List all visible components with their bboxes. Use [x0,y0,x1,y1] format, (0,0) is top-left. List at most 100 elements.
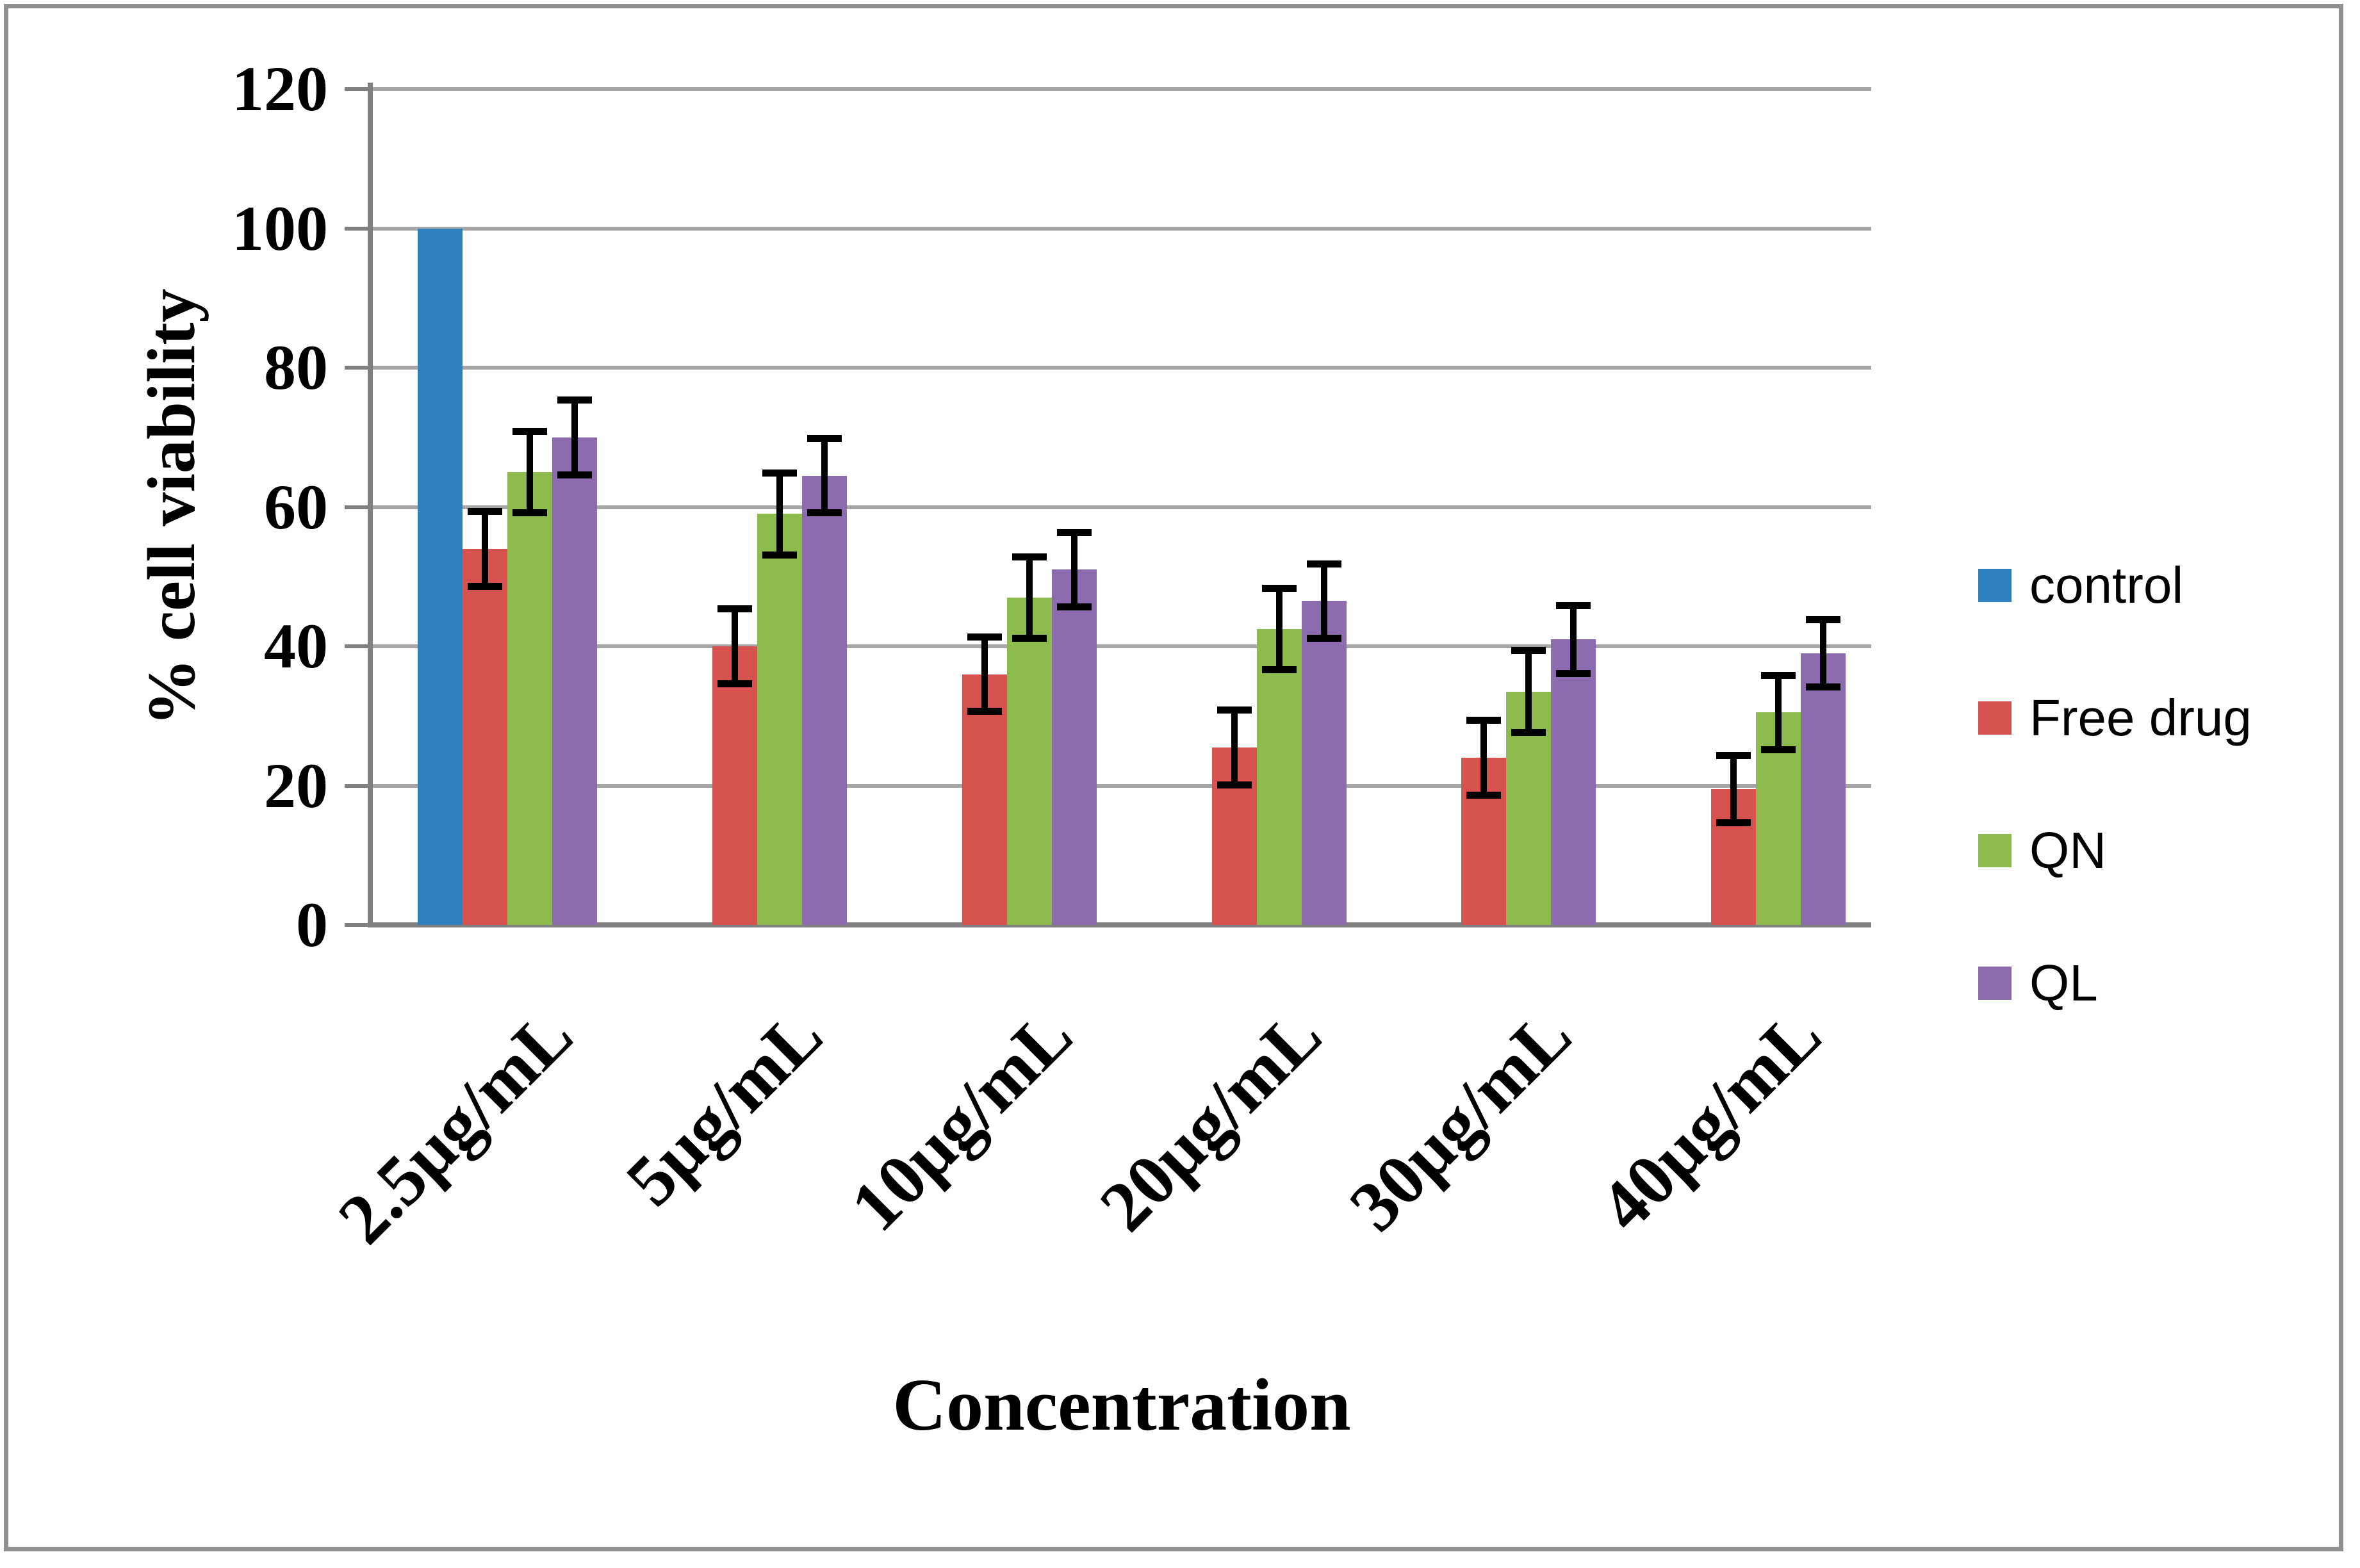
bar-ql-0 [552,437,597,925]
bar-ql-2 [1051,569,1097,925]
bar-ql-3 [1301,601,1347,925]
y-axis-tick-120 [345,87,373,91]
gridline-y-80 [373,366,1871,370]
gridline-y-40 [373,644,1871,648]
error-cap-top-free-drug-0 [468,507,502,515]
gridline-y-60 [373,505,1871,509]
gridline-y-100 [373,226,1871,231]
bar-qn-2 [1006,597,1052,925]
gridline-y-20 [373,783,1871,788]
error-whisker-free-drug-2 [981,635,988,713]
y-axis-tick-100 [345,226,373,231]
y-tick-label-0: 0 [296,889,328,960]
error-cap-top-qn-2 [1012,553,1047,560]
bar-qn-3 [1256,628,1302,925]
error-whisker-free-drug-1 [731,608,738,685]
error-cap-top-ql-4 [1556,601,1591,609]
y-tick-label-100: 100 [232,192,328,264]
legend-label-1: Free drug [2029,689,2252,746]
y-axis-tick-40 [345,644,373,648]
error-cap-bottom-free-drug-1 [717,680,752,687]
error-cap-top-free-drug-4 [1466,717,1502,724]
x-axis-title: Concentration [892,1364,1351,1446]
bar-free-drug-1 [712,646,757,925]
y-tick-label-20: 20 [264,749,328,821]
error-cap-bottom-free-drug-0 [468,582,502,590]
error-cap-bottom-qn-3 [1261,666,1297,674]
bar-ql-5 [1801,653,1846,925]
error-whisker-qn-1 [776,472,783,556]
error-cap-bottom-ql-1 [807,509,842,517]
y-axis-tick-60 [345,505,373,509]
error-cap-bottom-ql-0 [557,471,592,478]
gridline-y-120 [373,87,1871,91]
legend-label-0: control [2029,557,2184,614]
bar-ql-4 [1551,639,1596,925]
error-whisker-ql-0 [571,398,578,476]
bar-free-drug-2 [962,674,1007,925]
error-whisker-free-drug-3 [1231,708,1238,786]
error-cap-top-free-drug-3 [1217,706,1252,714]
y-axis-tick-80 [345,366,373,370]
error-whisker-qn-0 [527,430,533,514]
legend-swatch-1 [1978,701,2012,735]
error-whisker-ql-1 [821,437,828,514]
error-cap-top-free-drug-5 [1716,751,1751,759]
error-cap-bottom-qn-1 [762,551,797,559]
error-whisker-free-drug-5 [1730,754,1737,824]
y-tick-label-120: 120 [232,53,328,124]
error-cap-top-qn-3 [1261,584,1297,592]
error-whisker-qn-2 [1026,555,1033,640]
bar-control-0 [418,228,463,925]
error-cap-top-ql-0 [557,396,592,404]
error-whisker-free-drug-0 [482,510,488,587]
bar-free-drug-0 [463,548,507,925]
legend-swatch-3 [1978,967,2012,1000]
error-whisker-qn-5 [1775,674,1782,751]
error-cap-bottom-ql-2 [1056,603,1092,611]
error-whisker-ql-2 [1070,531,1078,608]
error-cap-top-ql-1 [807,434,842,442]
y-axis-line [368,83,373,927]
error-whisker-ql-5 [1820,618,1827,689]
y-tick-label-80: 80 [264,332,328,403]
error-whisker-ql-4 [1570,604,1577,674]
error-whisker-qn-4 [1525,649,1532,733]
error-cap-bottom-qn-4 [1511,728,1546,736]
error-cap-bottom-free-drug-5 [1716,819,1751,827]
error-cap-bottom-ql-3 [1306,635,1341,642]
error-cap-bottom-qn-5 [1761,746,1796,754]
legend-label-3: QL [2029,954,2098,1011]
error-cap-bottom-qn-0 [512,509,547,517]
error-whisker-qn-3 [1275,587,1282,671]
legend-swatch-0 [1978,569,2012,602]
error-whisker-ql-3 [1320,562,1327,640]
legend-label-2: QN [2029,822,2106,879]
error-cap-top-ql-3 [1306,560,1341,568]
error-cap-bottom-free-drug-3 [1217,781,1252,788]
error-cap-bottom-ql-4 [1556,669,1591,677]
legend-swatch-2 [1978,834,2012,867]
bar-qn-1 [757,514,802,925]
bar-qn-0 [507,472,552,925]
bar-ql-1 [801,475,847,925]
y-axis-tick-0 [345,923,373,927]
error-cap-top-ql-5 [1806,616,1841,623]
error-cap-bottom-free-drug-2 [967,708,1002,715]
error-cap-top-ql-2 [1056,528,1092,536]
chart-border [4,4,2343,1551]
error-cap-top-free-drug-2 [967,633,1002,641]
error-cap-top-qn-5 [1761,671,1796,679]
error-cap-top-qn-4 [1511,647,1546,655]
error-cap-bottom-free-drug-4 [1466,791,1502,799]
error-cap-top-free-drug-1 [717,605,752,613]
error-whisker-free-drug-4 [1480,719,1487,796]
error-cap-top-qn-1 [762,470,797,477]
error-cap-bottom-ql-5 [1806,683,1841,691]
y-tick-label-60: 60 [264,471,328,543]
error-cap-bottom-qn-2 [1012,635,1047,642]
y-tick-label-40: 40 [264,610,328,682]
